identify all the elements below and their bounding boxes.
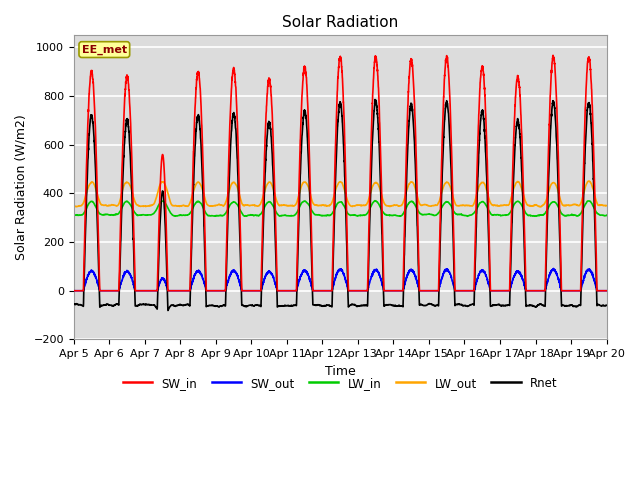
SW_out	[320, 288, 328, 294]
SW_in	[549, 52, 557, 58]
Y-axis label: Solar Radiation (W/m2): Solar Radiation (W/m2)	[15, 115, 28, 260]
LW_in	[464, 214, 472, 219]
Rnet	[490, 302, 498, 308]
LW_out	[585, 178, 593, 184]
LW_out	[70, 204, 77, 210]
LW_out	[603, 203, 611, 208]
Rnet	[460, 303, 467, 309]
SW_out	[602, 288, 610, 294]
LW_out	[320, 203, 328, 208]
LW_out	[460, 203, 467, 208]
Rnet	[430, 303, 438, 309]
Line: Rnet: Rnet	[74, 99, 607, 311]
X-axis label: Time: Time	[324, 365, 356, 378]
Line: SW_in: SW_in	[74, 55, 607, 291]
Line: LW_in: LW_in	[74, 201, 607, 216]
SW_in	[70, 288, 77, 294]
LW_in	[166, 208, 173, 214]
SW_in	[320, 288, 328, 294]
Rnet	[166, 304, 173, 310]
SW_in	[430, 288, 438, 294]
LW_in	[490, 212, 498, 218]
SW_in	[490, 288, 497, 294]
LW_out	[166, 196, 173, 202]
SW_in	[166, 288, 173, 294]
LW_in	[320, 213, 328, 218]
SW_out	[550, 265, 557, 271]
Rnet	[602, 302, 610, 308]
LW_in	[602, 213, 610, 218]
SW_out	[460, 288, 467, 294]
Text: EE_met: EE_met	[82, 45, 127, 55]
Rnet	[371, 96, 379, 102]
LW_in	[603, 213, 611, 218]
Title: Solar Radiation: Solar Radiation	[282, 15, 398, 30]
SW_out	[70, 288, 77, 294]
SW_in	[603, 288, 611, 294]
LW_in	[430, 213, 438, 218]
Rnet	[603, 302, 611, 308]
Line: LW_out: LW_out	[74, 181, 607, 207]
SW_out	[166, 288, 173, 294]
LW_in	[70, 212, 77, 218]
LW_out	[490, 203, 497, 208]
Legend: SW_in, SW_out, LW_in, LW_out, Rnet: SW_in, SW_out, LW_in, LW_out, Rnet	[118, 372, 563, 394]
LW_out	[537, 204, 545, 210]
SW_in	[460, 288, 467, 294]
Rnet	[321, 303, 328, 309]
Rnet	[164, 308, 172, 313]
LW_out	[430, 203, 438, 209]
SW_out	[430, 288, 438, 294]
SW_in	[602, 288, 610, 294]
LW_in	[460, 212, 467, 218]
LW_in	[371, 198, 379, 204]
SW_out	[490, 288, 497, 294]
SW_out	[603, 288, 611, 294]
LW_out	[602, 203, 610, 209]
Line: SW_out: SW_out	[74, 268, 607, 291]
Rnet	[70, 301, 77, 307]
